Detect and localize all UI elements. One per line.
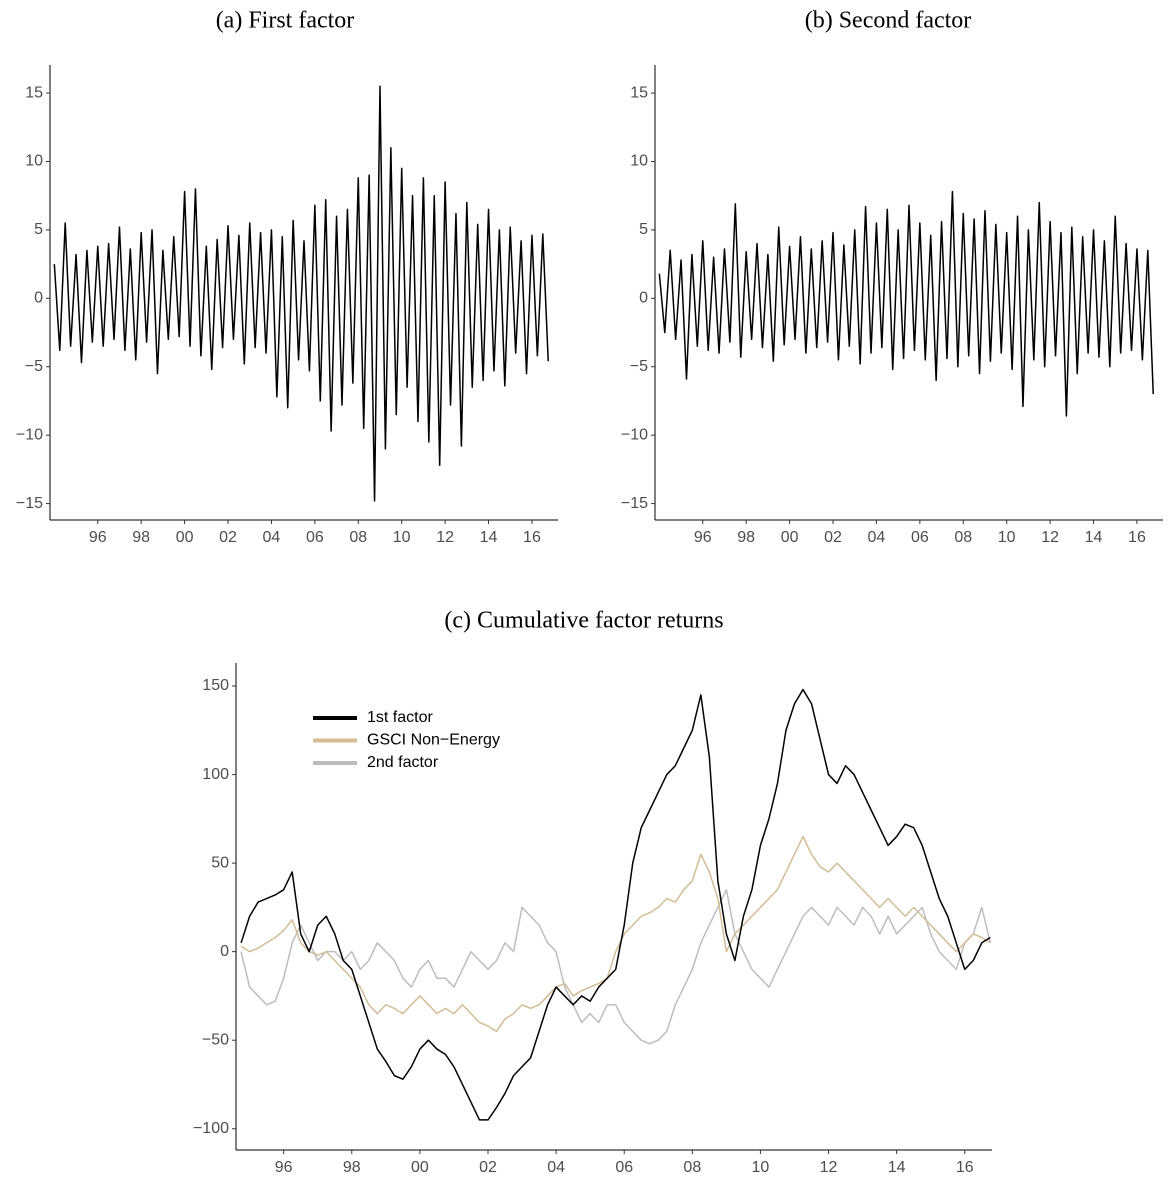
x-tick-label: 06: [306, 529, 324, 546]
y-tick-label: 0: [34, 290, 43, 307]
x-tick-label: 08: [954, 529, 972, 546]
y-tick-label: 5: [34, 221, 43, 238]
y-tick-label: 150: [202, 677, 229, 694]
x-tick-label: 14: [480, 529, 498, 546]
x-tick-label: 02: [219, 529, 237, 546]
x-tick-label: 96: [89, 529, 107, 546]
y-tick-label: −15: [16, 495, 43, 512]
x-tick-label: 16: [523, 529, 541, 546]
x-tick-label: 04: [868, 529, 886, 546]
y-tick-label: −5: [25, 358, 43, 375]
y-tick-label: −5: [630, 358, 648, 375]
x-tick-label: 10: [998, 529, 1016, 546]
x-tick-label: 12: [436, 529, 454, 546]
x-tick-label: 04: [547, 1159, 565, 1176]
x-tick-label: 12: [820, 1159, 838, 1176]
x-tick-label: 96: [275, 1159, 293, 1176]
legend-label: 2nd factor: [367, 754, 439, 771]
y-tick-label: 0: [639, 290, 648, 307]
legend-label: GSCI Non−Energy: [367, 732, 500, 749]
x-tick-label: 00: [411, 1159, 429, 1176]
panel-title: (c) Cumulative factor returns: [444, 608, 723, 634]
x-tick-label: 02: [824, 529, 842, 546]
x-tick-label: 98: [737, 529, 755, 546]
panel-title: (b) Second factor: [805, 8, 972, 34]
series-line: [240, 835, 991, 1033]
y-tick-label: −10: [16, 426, 43, 443]
series-line: [240, 688, 991, 1121]
y-tick-label: 5: [639, 221, 648, 238]
x-tick-label: 12: [1041, 529, 1059, 546]
x-tick-label: 14: [888, 1159, 906, 1176]
x-tick-label: 04: [263, 529, 281, 546]
y-tick-label: 10: [25, 153, 43, 170]
y-tick-label: −100: [193, 1120, 229, 1137]
x-tick-label: 08: [349, 529, 367, 546]
x-tick-label: 06: [911, 529, 929, 546]
x-tick-label: 06: [615, 1159, 633, 1176]
x-tick-label: 00: [176, 529, 194, 546]
x-tick-label: 14: [1085, 529, 1103, 546]
series-line: [240, 888, 992, 1045]
x-tick-label: 16: [1128, 529, 1146, 546]
y-tick-label: −50: [202, 1031, 229, 1048]
y-tick-label: 100: [202, 766, 229, 783]
y-tick-label: 0: [220, 943, 229, 960]
x-tick-label: 98: [132, 529, 150, 546]
x-tick-label: 10: [393, 529, 411, 546]
series-line: [658, 190, 1154, 417]
x-tick-label: 00: [781, 529, 799, 546]
x-tick-label: 10: [752, 1159, 770, 1176]
series-line: [53, 85, 549, 502]
y-tick-label: 10: [630, 153, 648, 170]
panel-title: (a) First factor: [216, 8, 355, 34]
x-tick-label: 08: [683, 1159, 701, 1176]
y-tick-label: 50: [211, 854, 229, 871]
x-tick-label: 02: [479, 1159, 497, 1176]
y-tick-label: 15: [630, 84, 648, 101]
x-tick-label: 98: [343, 1159, 361, 1176]
x-tick-label: 96: [694, 529, 712, 546]
y-tick-label: 15: [25, 84, 43, 101]
y-tick-label: −10: [621, 426, 648, 443]
y-tick-label: −15: [621, 495, 648, 512]
x-tick-label: 16: [956, 1159, 974, 1176]
legend-label: 1st factor: [367, 709, 433, 726]
